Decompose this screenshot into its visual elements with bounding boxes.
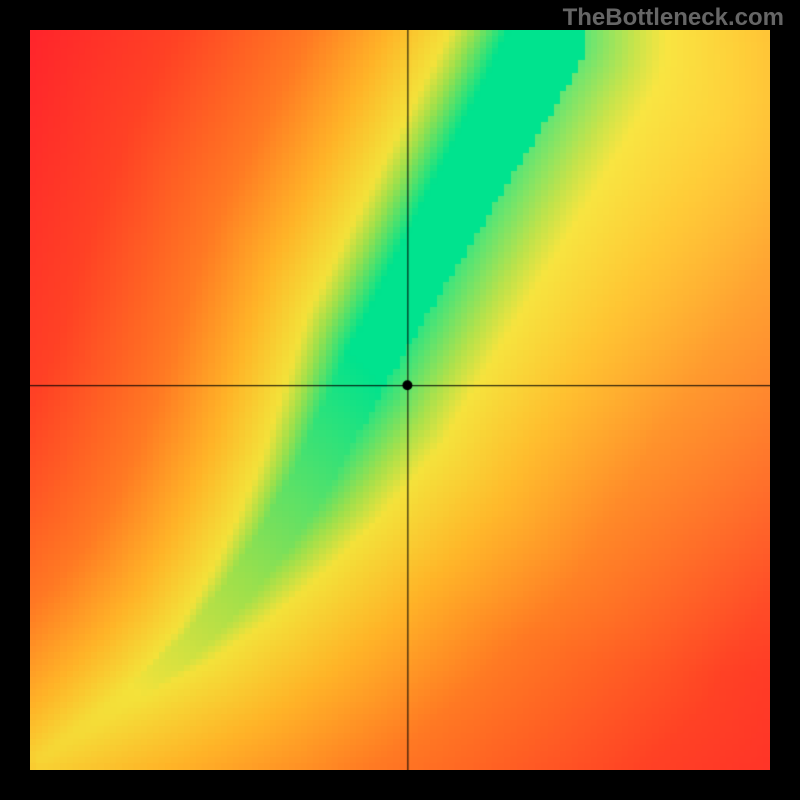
chart-container: TheBottleneck.com bbox=[0, 0, 800, 800]
bottleneck-heatmap bbox=[30, 30, 770, 770]
watermark-text: TheBottleneck.com bbox=[563, 4, 784, 32]
